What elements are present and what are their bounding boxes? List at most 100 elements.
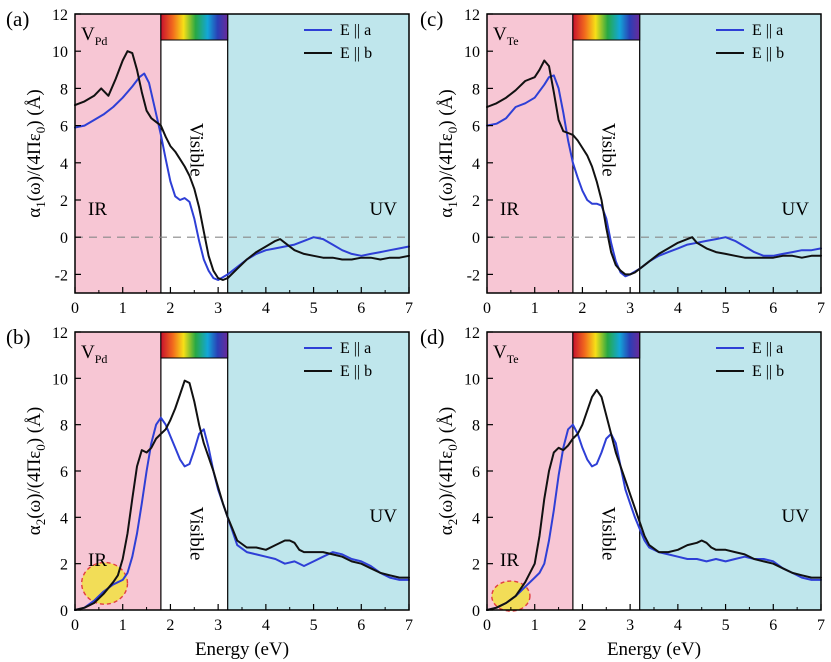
defect-subscript: Pd bbox=[95, 34, 108, 48]
visible-region-band bbox=[160, 332, 228, 610]
x-tick-label: 3 bbox=[626, 617, 634, 634]
y-tick-label: 2 bbox=[472, 557, 480, 574]
uv-region-band bbox=[227, 332, 409, 610]
visible-region-band bbox=[572, 332, 640, 610]
defect-subscript: Te bbox=[507, 34, 519, 48]
x-tick-label: 1 bbox=[531, 300, 539, 317]
ir-region-label: IR bbox=[88, 199, 107, 220]
visible-region-label: Visible bbox=[597, 507, 618, 561]
visible-region-label: Visible bbox=[185, 507, 206, 561]
x-tick-label: 7 bbox=[817, 300, 825, 317]
defect-main: V bbox=[81, 342, 95, 363]
y-tick-label: 8 bbox=[60, 81, 68, 98]
x-tick-label: 4 bbox=[674, 617, 682, 634]
visible-spectrum-bar bbox=[160, 331, 229, 359]
defect-label: VTe bbox=[493, 342, 519, 366]
legend-entry-label: E || b bbox=[340, 363, 372, 380]
x-tick-label: 7 bbox=[405, 617, 413, 634]
visible-region-band bbox=[572, 14, 640, 293]
y-tick-label: 0 bbox=[60, 603, 68, 620]
ir-region-label: IR bbox=[500, 550, 519, 571]
y-tick-label: -2 bbox=[55, 267, 68, 284]
y-tick-label: 4 bbox=[472, 156, 480, 173]
x-tick-label: 4 bbox=[262, 300, 270, 317]
legend-entry-label: E || a bbox=[752, 340, 783, 357]
y-tick-label: 0 bbox=[60, 230, 68, 247]
y-tick-label: 2 bbox=[60, 557, 68, 574]
y-tick-label: 8 bbox=[472, 81, 480, 98]
y-tick-label: 0 bbox=[472, 603, 480, 620]
x-tick-label: 5 bbox=[722, 300, 730, 317]
x-tick-label: 6 bbox=[769, 617, 777, 634]
y-tick-label: 6 bbox=[472, 119, 480, 136]
legend-entry-label: E || b bbox=[340, 45, 372, 62]
y-tick-label: 6 bbox=[60, 119, 68, 136]
low-energy-highlight-ellipse bbox=[80, 561, 129, 605]
x-tick-label: 2 bbox=[578, 617, 586, 634]
panel-letter: (b) bbox=[6, 325, 31, 349]
series-line-e-parallel-b bbox=[486, 388, 822, 611]
ir-region-band bbox=[487, 14, 573, 293]
y-tick-label: 0 bbox=[472, 230, 480, 247]
y-tick-label: 4 bbox=[60, 156, 68, 173]
defect-label: VTe bbox=[493, 24, 519, 48]
y-tick-label: 6 bbox=[472, 464, 480, 481]
y-tick-label: 6 bbox=[60, 464, 68, 481]
x-tick-label: 0 bbox=[483, 300, 491, 317]
x-axis-title: Energy (eV) bbox=[195, 639, 289, 660]
y-tick-label: -2 bbox=[467, 267, 480, 284]
series-line-e-parallel-b bbox=[74, 379, 410, 611]
defect-subscript: Pd bbox=[95, 352, 108, 366]
ir-region-label: IR bbox=[500, 199, 519, 220]
y-tick-label: 10 bbox=[464, 44, 480, 61]
y-tick-label: 12 bbox=[464, 7, 480, 24]
defect-main: V bbox=[493, 24, 507, 45]
legend-entry-label: E || b bbox=[752, 363, 784, 380]
visible-region-label: Visible bbox=[597, 123, 618, 177]
y-tick-label: 4 bbox=[472, 510, 480, 527]
series-line-e-parallel-a bbox=[74, 72, 410, 281]
ir-region-band bbox=[75, 14, 161, 293]
x-tick-label: 2 bbox=[578, 300, 586, 317]
y-tick-label: 8 bbox=[472, 418, 480, 435]
panel-letter: (c) bbox=[420, 7, 443, 31]
defect-label: VPd bbox=[81, 342, 107, 366]
defect-label: VPd bbox=[81, 24, 107, 48]
legend-entry-label: E || b bbox=[752, 45, 784, 62]
series-line-e-parallel-a bbox=[486, 423, 822, 611]
y-tick-label: 10 bbox=[52, 371, 68, 388]
x-tick-label: 4 bbox=[262, 617, 270, 634]
series-line-e-parallel-a bbox=[74, 416, 410, 611]
series-line-e-parallel-b bbox=[74, 50, 410, 281]
x-tick-label: 5 bbox=[722, 617, 730, 634]
x-axis-title: Energy (eV) bbox=[607, 639, 701, 660]
y-tick-label: 10 bbox=[464, 371, 480, 388]
x-tick-label: 3 bbox=[626, 300, 634, 317]
x-tick-label: 2 bbox=[166, 617, 174, 634]
x-tick-label: 7 bbox=[817, 617, 825, 634]
x-tick-label: 6 bbox=[769, 300, 777, 317]
x-tick-label: 5 bbox=[310, 617, 318, 634]
x-tick-label: 4 bbox=[674, 300, 682, 317]
visible-region-label: Visible bbox=[185, 123, 206, 177]
y-tick-label: 8 bbox=[60, 418, 68, 435]
y-tick-label: 12 bbox=[464, 325, 480, 342]
x-tick-label: 2 bbox=[166, 300, 174, 317]
legend-entry-label: E || a bbox=[752, 22, 783, 39]
x-tick-label: 0 bbox=[71, 300, 79, 317]
x-tick-label: 0 bbox=[483, 617, 491, 634]
y-axis-title: α2(ω)/(4Πε0) (Å) bbox=[24, 407, 48, 535]
y-tick-label: 2 bbox=[60, 193, 68, 210]
legend-entry-label: E || a bbox=[340, 22, 371, 39]
x-tick-label: 1 bbox=[119, 617, 127, 634]
y-tick-label: 10 bbox=[52, 44, 68, 61]
visible-region-band bbox=[160, 14, 228, 293]
uv-region-label: UV bbox=[370, 199, 398, 220]
uv-region-label: UV bbox=[370, 506, 398, 527]
x-tick-label: 6 bbox=[357, 300, 365, 317]
series-line-e-parallel-b bbox=[486, 59, 822, 276]
